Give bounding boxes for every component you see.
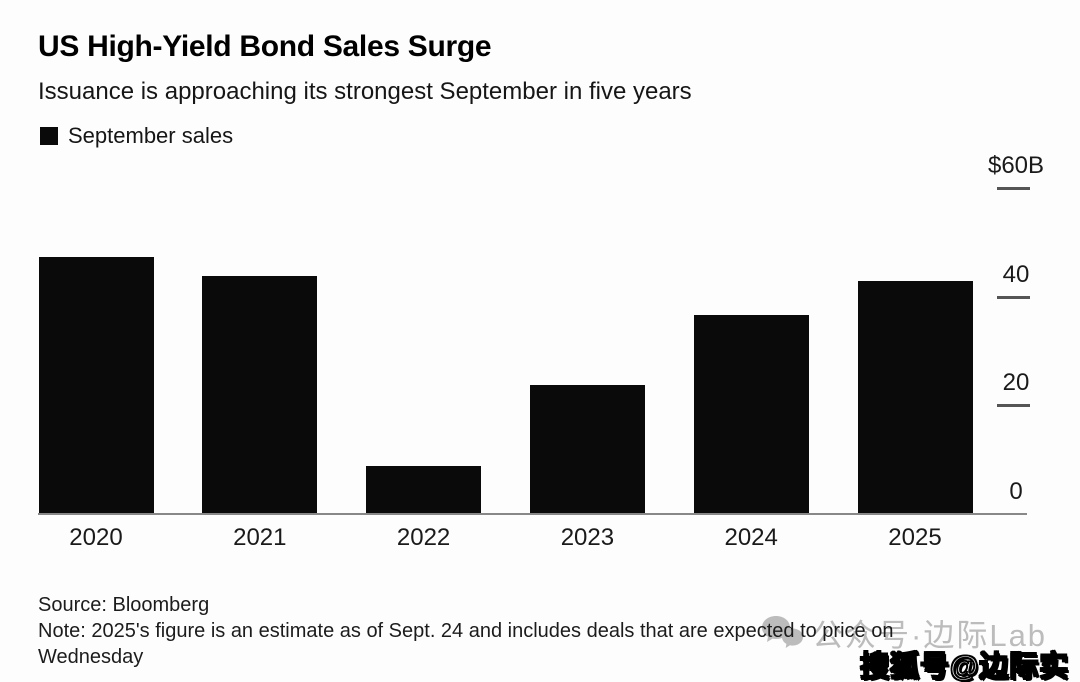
source-text: Source: Bloomberg — [38, 594, 210, 616]
bar-2024 — [693, 315, 809, 514]
y-tick-label-60: $60B — [987, 152, 1045, 179]
bar-2021 — [202, 276, 318, 514]
legend-label: September sales — [68, 123, 234, 148]
legend-swatch — [40, 127, 58, 145]
y-tick-label-0: 0 — [1009, 478, 1023, 505]
y-tick-dash-20 — [997, 404, 1030, 408]
x-axis-label-2024: 2024 — [724, 524, 778, 551]
wechat-watermark-label: 公众号·边际Lab — [812, 618, 1048, 653]
bar-2025 — [857, 280, 973, 514]
y-tick-dash-40 — [997, 295, 1030, 299]
wechat-watermark: 公众号·边际Lab — [760, 610, 1047, 655]
y-tick-label-20: 20 — [1002, 369, 1030, 397]
chart-title: US High-Yield Bond Sales Surge — [38, 30, 492, 63]
bar-2023 — [529, 385, 645, 514]
y-tick-label-40: 40 — [1002, 260, 1030, 288]
y-tick-dash-60 — [997, 187, 1030, 190]
x-axis-label-2022: 2022 — [396, 524, 451, 551]
x-axis-label-2023: 2023 — [560, 524, 615, 551]
x-axis-label-2025: 2025 — [888, 524, 942, 551]
note-text-line-2: Wednesday — [38, 646, 144, 668]
x-axis-line — [38, 513, 1027, 515]
legend: September sales — [40, 123, 233, 149]
sohu-watermark: 搜狐号@边际实验室 — [859, 650, 1070, 682]
bar-2022 — [366, 466, 482, 514]
x-axis-label-2021: 2021 — [233, 524, 287, 551]
bar-2020 — [38, 257, 154, 514]
chat-bubbles-icon — [760, 614, 804, 652]
note-text-line-1: Note: 2025's figure is an estimate as of… — [38, 620, 894, 642]
chart-footer: Source: Bloomberg Note: 2025's figure is… — [38, 592, 893, 670]
chart-subtitle: Issuance is approaching its strongest Se… — [38, 78, 692, 105]
x-axis-label-2020: 2020 — [69, 524, 123, 551]
